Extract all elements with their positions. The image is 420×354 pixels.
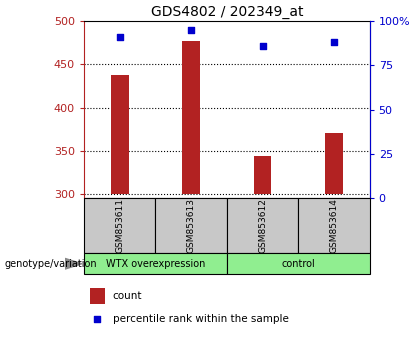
Text: genotype/variation: genotype/variation <box>4 259 97 269</box>
Bar <box>298 198 370 253</box>
Point <box>259 43 266 49</box>
Point <box>116 34 123 40</box>
Point <box>188 27 194 33</box>
Text: count: count <box>113 291 142 301</box>
Text: GSM853612: GSM853612 <box>258 198 267 253</box>
Text: WTX overexpression: WTX overexpression <box>106 259 205 269</box>
Text: GSM853611: GSM853611 <box>115 198 124 253</box>
Text: GSM853613: GSM853613 <box>186 198 196 253</box>
Text: GSM853614: GSM853614 <box>329 198 339 253</box>
Bar <box>182 41 200 194</box>
Text: control: control <box>281 259 315 269</box>
Bar <box>227 198 298 253</box>
Polygon shape <box>65 258 82 269</box>
Bar <box>254 156 271 194</box>
Bar <box>325 133 343 194</box>
Point <box>331 40 337 45</box>
Bar <box>84 198 155 253</box>
Text: percentile rank within the sample: percentile rank within the sample <box>113 314 289 324</box>
Bar <box>90 288 105 304</box>
Bar <box>111 75 129 194</box>
Bar <box>155 198 227 253</box>
Bar <box>84 253 227 274</box>
Bar <box>227 253 370 274</box>
Title: GDS4802 / 202349_at: GDS4802 / 202349_at <box>150 5 303 19</box>
Point <box>94 316 100 321</box>
